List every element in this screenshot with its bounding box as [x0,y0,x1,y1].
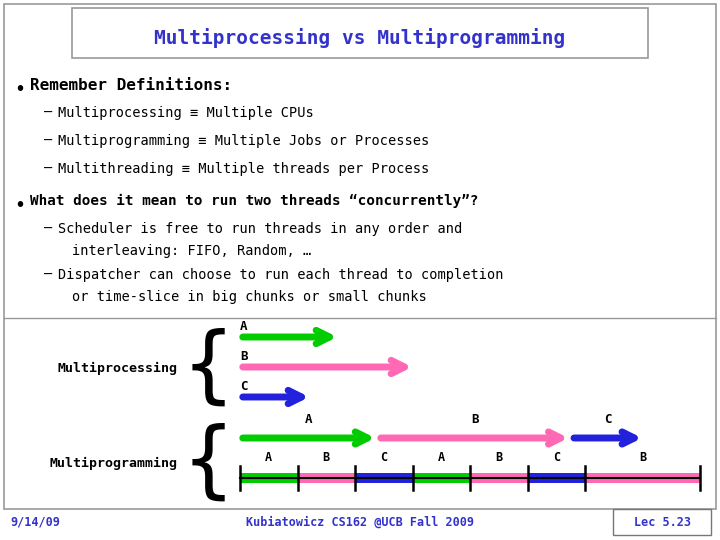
Bar [413,473,470,483]
FancyBboxPatch shape [72,8,648,58]
Text: B: B [495,451,503,464]
Text: Dispatcher can choose to run each thread to completion: Dispatcher can choose to run each thread… [58,268,503,282]
Text: A: A [265,451,272,464]
Text: Kubiatowicz CS162 @UCB Fall 2009: Kubiatowicz CS162 @UCB Fall 2009 [246,516,474,529]
Text: C: C [380,451,387,464]
Text: •: • [14,196,25,215]
Text: {: { [182,327,235,408]
Text: –: – [44,222,53,236]
Text: A: A [305,413,312,426]
FancyBboxPatch shape [613,509,711,535]
Bar [470,473,528,483]
Text: –: – [44,106,53,120]
FancyBboxPatch shape [4,4,716,509]
Text: 9/14/09: 9/14/09 [10,516,60,529]
Text: interleaving: FIFO, Random, …: interleaving: FIFO, Random, … [72,244,311,258]
Text: B: B [471,413,478,426]
Text: or time-slice in big chunks or small chunks: or time-slice in big chunks or small chu… [72,290,427,304]
Bar [585,473,700,483]
Text: Multiprocessing vs Multiprogramming: Multiprocessing vs Multiprogramming [154,28,566,48]
Text: –: – [44,134,53,148]
Text: Scheduler is free to run threads in any order and: Scheduler is free to run threads in any … [58,222,462,236]
Text: Multiprogramming: Multiprogramming [50,456,178,470]
Text: –: – [44,268,53,282]
Text: Multithreading ≡ Multiple threads per Process: Multithreading ≡ Multiple threads per Pr… [58,162,429,176]
Text: Multiprogramming ≡ Multiple Jobs or Processes: Multiprogramming ≡ Multiple Jobs or Proc… [58,134,429,148]
Bar [240,473,297,483]
Text: B: B [639,451,646,464]
Text: What does it mean to run two threads “concurrently”?: What does it mean to run two threads “co… [30,194,479,208]
Text: –: – [44,162,53,176]
Text: C: C [604,413,612,426]
Bar [297,473,355,483]
Text: Remember Definitions:: Remember Definitions: [30,78,232,93]
Text: •: • [14,80,25,99]
Text: C: C [553,451,560,464]
Text: A: A [240,320,248,333]
Text: {: { [182,422,235,503]
Text: B: B [240,350,248,363]
Text: Multiprocessing: Multiprocessing [58,361,178,375]
Text: C: C [240,380,248,393]
Text: B: B [323,451,330,464]
Bar [355,473,413,483]
Text: Lec 5.23: Lec 5.23 [634,516,690,529]
Bar [528,473,585,483]
Text: A: A [438,451,445,464]
Text: Multiprocessing ≡ Multiple CPUs: Multiprocessing ≡ Multiple CPUs [58,106,314,120]
